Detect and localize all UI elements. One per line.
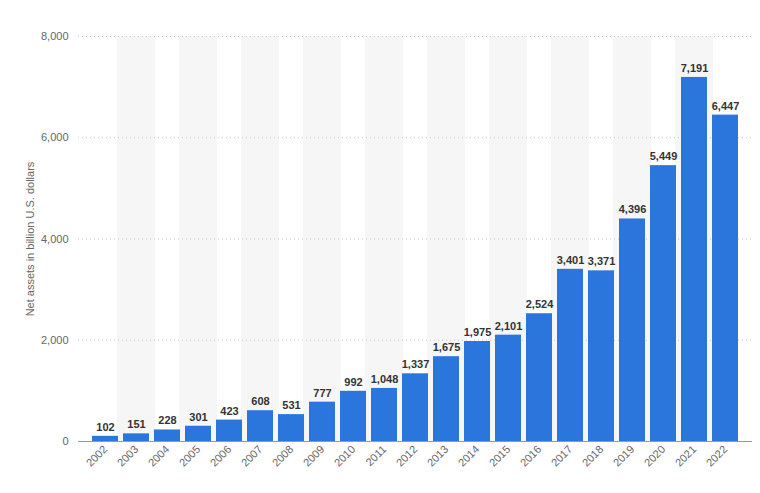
svg-text:2012: 2012 — [394, 443, 420, 469]
svg-text:423: 423 — [220, 405, 238, 417]
svg-text:3,401: 3,401 — [557, 254, 585, 266]
svg-text:2015: 2015 — [487, 443, 513, 469]
svg-text:7,191: 7,191 — [681, 62, 709, 74]
svg-text:102: 102 — [96, 421, 114, 433]
svg-text:1,975: 1,975 — [464, 326, 492, 338]
svg-text:301: 301 — [189, 411, 207, 423]
svg-text:2,101: 2,101 — [495, 320, 523, 332]
svg-text:5,449: 5,449 — [650, 150, 678, 162]
svg-text:2005: 2005 — [177, 443, 203, 469]
svg-text:4,396: 4,396 — [619, 203, 647, 215]
svg-text:2011: 2011 — [363, 443, 388, 468]
svg-text:992: 992 — [344, 376, 362, 388]
svg-text:531: 531 — [282, 399, 300, 411]
svg-text:2002: 2002 — [84, 443, 110, 469]
svg-text:608: 608 — [251, 395, 269, 407]
svg-text:Net assets in billion U.S. dol: Net assets in billion U.S. dollars — [24, 161, 36, 316]
svg-text:2006: 2006 — [208, 443, 234, 469]
svg-text:2003: 2003 — [115, 443, 141, 469]
svg-text:2021: 2021 — [673, 443, 699, 469]
svg-text:2018: 2018 — [580, 443, 606, 469]
svg-text:2,000: 2,000 — [41, 334, 69, 346]
svg-text:777: 777 — [313, 387, 331, 399]
svg-text:2017: 2017 — [549, 443, 575, 469]
svg-text:6,447: 6,447 — [712, 100, 740, 112]
svg-text:2013: 2013 — [425, 443, 451, 469]
svg-text:2020: 2020 — [642, 443, 668, 469]
svg-text:2009: 2009 — [301, 443, 327, 469]
svg-text:2,524: 2,524 — [526, 298, 554, 310]
svg-text:151: 151 — [127, 418, 145, 430]
svg-text:1,675: 1,675 — [433, 341, 461, 353]
svg-text:1,337: 1,337 — [402, 358, 430, 370]
svg-text:0: 0 — [62, 435, 68, 447]
svg-text:2008: 2008 — [270, 443, 296, 469]
svg-text:2019: 2019 — [611, 443, 637, 469]
svg-text:228: 228 — [158, 414, 176, 426]
svg-text:3,371: 3,371 — [588, 255, 616, 267]
svg-text:2010: 2010 — [332, 443, 358, 469]
svg-text:6,000: 6,000 — [41, 131, 69, 143]
svg-text:4,000: 4,000 — [41, 233, 69, 245]
svg-text:8,000: 8,000 — [41, 30, 69, 42]
svg-text:2004: 2004 — [146, 443, 172, 469]
svg-text:2016: 2016 — [518, 443, 544, 469]
svg-text:2007: 2007 — [239, 443, 265, 469]
svg-text:2014: 2014 — [456, 443, 482, 469]
svg-text:1,048: 1,048 — [371, 373, 399, 385]
svg-text:2022: 2022 — [704, 443, 730, 469]
